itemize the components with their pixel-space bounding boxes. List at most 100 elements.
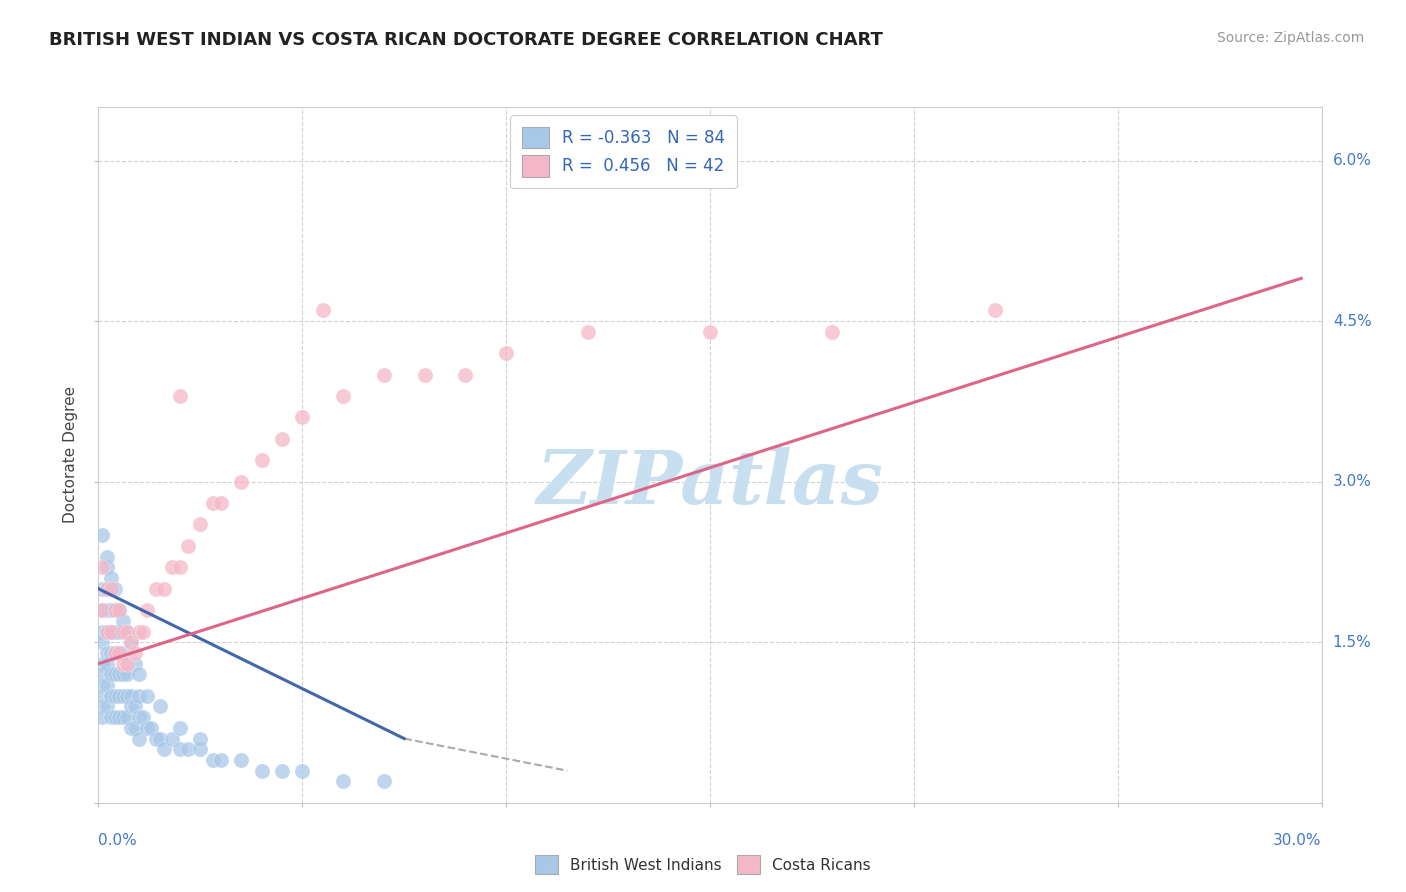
Point xyxy=(91,603,114,617)
Point xyxy=(177,742,200,756)
Point xyxy=(373,774,395,789)
Text: 4.5%: 4.5% xyxy=(1333,314,1371,328)
Point xyxy=(108,603,131,617)
Point xyxy=(96,646,118,660)
Point xyxy=(108,646,131,660)
Point xyxy=(91,689,114,703)
Point xyxy=(136,689,159,703)
Legend: R = -0.363   N = 84, R =  0.456   N = 42: R = -0.363 N = 84, R = 0.456 N = 42 xyxy=(510,115,737,188)
Point xyxy=(111,657,134,671)
Point xyxy=(128,710,150,724)
Point xyxy=(104,689,127,703)
Point xyxy=(124,657,146,671)
Point xyxy=(291,764,314,778)
Point xyxy=(91,528,114,542)
Point xyxy=(115,710,138,724)
Point xyxy=(111,667,134,681)
Point xyxy=(100,710,122,724)
Point xyxy=(821,325,844,339)
Point xyxy=(91,667,114,681)
Text: 1.5%: 1.5% xyxy=(1333,635,1371,649)
Point xyxy=(111,614,134,628)
Point xyxy=(120,699,142,714)
Point xyxy=(128,731,150,746)
Point xyxy=(169,721,191,735)
Text: 6.0%: 6.0% xyxy=(1333,153,1372,168)
Point xyxy=(160,731,183,746)
Point xyxy=(160,560,183,574)
Point xyxy=(104,582,127,596)
Point xyxy=(169,742,191,756)
Point xyxy=(91,699,114,714)
Point xyxy=(108,624,131,639)
Point xyxy=(145,582,167,596)
Point xyxy=(104,624,127,639)
Text: 0.0%: 0.0% xyxy=(98,833,138,848)
Point xyxy=(100,582,122,596)
Point xyxy=(96,582,118,596)
Point xyxy=(104,646,127,660)
Point xyxy=(209,753,232,767)
Text: Source: ZipAtlas.com: Source: ZipAtlas.com xyxy=(1216,31,1364,45)
Point xyxy=(108,667,131,681)
Point xyxy=(984,303,1007,318)
Point xyxy=(136,603,159,617)
Legend: British West Indians, Costa Ricans: British West Indians, Costa Ricans xyxy=(529,849,877,880)
Point xyxy=(231,475,253,489)
Point xyxy=(209,496,232,510)
Point xyxy=(149,699,172,714)
Point xyxy=(270,764,294,778)
Point xyxy=(270,432,294,446)
Point xyxy=(201,753,224,767)
Point xyxy=(120,689,142,703)
Point xyxy=(96,624,118,639)
Point xyxy=(149,731,172,746)
Point xyxy=(104,603,127,617)
Point xyxy=(100,603,122,617)
Text: 30.0%: 30.0% xyxy=(1274,833,1322,848)
Point xyxy=(104,667,127,681)
Point xyxy=(96,549,118,564)
Point xyxy=(91,678,114,692)
Point xyxy=(104,646,127,660)
Point xyxy=(96,560,118,574)
Point xyxy=(108,710,131,724)
Point xyxy=(128,624,150,639)
Point xyxy=(495,346,517,360)
Point xyxy=(91,582,114,596)
Point xyxy=(124,646,146,660)
Point xyxy=(115,624,138,639)
Point xyxy=(373,368,395,382)
Point xyxy=(108,646,131,660)
Point xyxy=(100,571,122,585)
Point xyxy=(136,721,159,735)
Point xyxy=(115,657,138,671)
Point xyxy=(188,731,212,746)
Point xyxy=(91,635,114,649)
Point xyxy=(332,774,354,789)
Point xyxy=(169,389,191,403)
Point xyxy=(120,635,142,649)
Point xyxy=(291,410,314,425)
Point xyxy=(128,667,150,681)
Point xyxy=(100,689,122,703)
Point xyxy=(104,603,127,617)
Point xyxy=(250,453,273,467)
Point xyxy=(108,603,131,617)
Point xyxy=(96,603,118,617)
Point xyxy=(100,624,122,639)
Point xyxy=(111,624,134,639)
Point xyxy=(124,699,146,714)
Point xyxy=(132,624,155,639)
Point xyxy=(91,657,114,671)
Point xyxy=(96,624,118,639)
Point xyxy=(250,764,273,778)
Text: ZIPatlas: ZIPatlas xyxy=(537,447,883,519)
Point xyxy=(111,689,134,703)
Point xyxy=(188,742,212,756)
Point xyxy=(91,710,114,724)
Point xyxy=(454,368,477,382)
Point xyxy=(115,667,138,681)
Point xyxy=(96,657,118,671)
Point xyxy=(100,646,122,660)
